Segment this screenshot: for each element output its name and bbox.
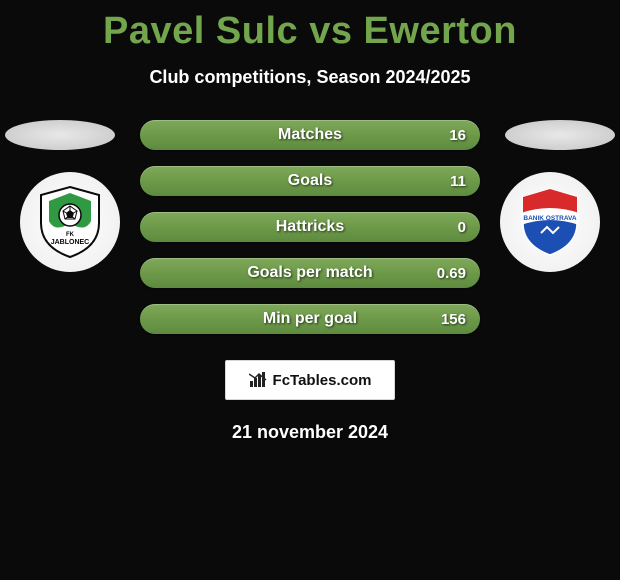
brand-text: FcTables.com — [273, 372, 372, 389]
stat-label: Goals per match — [140, 258, 480, 288]
stat-value: 156 — [441, 304, 466, 334]
stat-pill: Matches16 — [140, 120, 480, 150]
stat-label: Hattricks — [140, 212, 480, 242]
stat-value: 16 — [449, 120, 466, 150]
stat-value: 0 — [458, 212, 466, 242]
brand-attribution: FcTables.com — [225, 360, 395, 400]
stat-value: 0.69 — [437, 258, 466, 288]
club-badge-right: BANIK OSTRAVA — [500, 172, 600, 272]
svg-text:JABLONEC: JABLONEC — [51, 239, 90, 246]
comparison-panel: FK JABLONEC BANIK OSTRAVA Matches16 Goals… — [0, 120, 620, 443]
stat-value: 11 — [450, 166, 466, 196]
svg-text:FK: FK — [66, 232, 75, 238]
player-oval-right — [505, 120, 615, 150]
season-subtitle: Club competitions, Season 2024/2025 — [0, 67, 620, 88]
club-crest-left-icon: FK JABLONEC — [31, 183, 109, 261]
stat-label: Matches — [140, 120, 480, 150]
club-badge-left: FK JABLONEC — [20, 172, 120, 272]
stat-list: Matches16 Goals11 Hattricks0 Goals per matc… — [140, 120, 480, 334]
bar-chart-icon — [249, 372, 267, 388]
stat-pill: Goals11 — [140, 166, 480, 196]
player-oval-left — [5, 120, 115, 150]
stat-label: Goals — [140, 166, 480, 196]
snapshot-date: 21 november 2024 — [0, 422, 620, 443]
stat-pill: Hattricks0 — [140, 212, 480, 242]
club-crest-right-icon: BANIK OSTRAVA — [511, 183, 589, 261]
svg-text:BANIK OSTRAVA: BANIK OSTRAVA — [523, 215, 577, 222]
stat-pill: Goals per match0.69 — [140, 258, 480, 288]
page-title: Pavel Sulc vs Ewerton — [0, 0, 620, 53]
stat-pill: Min per goal156 — [140, 304, 480, 334]
stat-label: Min per goal — [140, 304, 480, 334]
